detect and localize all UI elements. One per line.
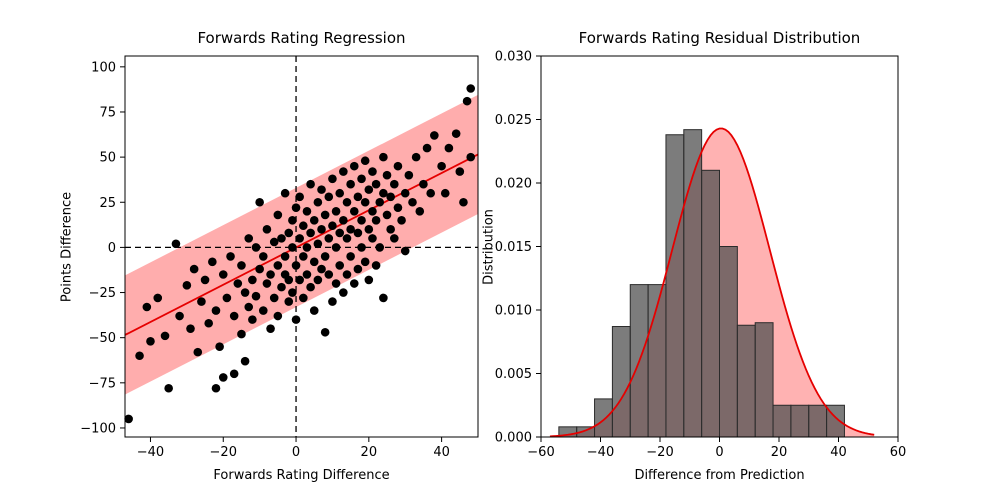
svg-text:−40: −40: [587, 445, 614, 460]
svg-text:60: 60: [890, 445, 907, 460]
svg-text:0.025: 0.025: [495, 113, 532, 128]
svg-text:0.015: 0.015: [495, 240, 532, 255]
svg-text:−60: −60: [527, 445, 554, 460]
regression-ylabel: Points Difference: [59, 191, 75, 302]
svg-text:−100: −100: [80, 421, 116, 436]
svg-text:20: 20: [771, 445, 788, 460]
svg-text:50: 50: [99, 151, 116, 166]
svg-text:−20: −20: [646, 445, 673, 460]
svg-text:0.010: 0.010: [495, 304, 532, 319]
svg-text:100: 100: [91, 60, 116, 75]
svg-text:0.005: 0.005: [495, 367, 532, 382]
histogram-title: Forwards Rating Residual Distribution: [578, 29, 861, 47]
svg-text:0.030: 0.030: [495, 50, 532, 65]
histogram-plot-canvas: −60 −40 −20 0 20 40 60 0.000 0.005 0.010 0.015 0.02…: [495, 50, 906, 461]
regression-xlabel: Forwards Rating Difference: [213, 468, 390, 483]
svg-text:40: 40: [830, 445, 847, 460]
svg-text:75: 75: [99, 105, 116, 120]
svg-text:−25: −25: [89, 286, 116, 301]
histogram-xlabel: Difference from Prediction: [634, 468, 805, 483]
svg-text:0.020: 0.020: [495, 177, 532, 192]
svg-text:40: 40: [433, 445, 450, 460]
regression-subplot: Forwards Rating Regression Points Differ…: [60, 29, 479, 483]
regression-title: Forwards Rating Regression: [197, 29, 406, 47]
svg-text:20: 20: [361, 445, 378, 460]
svg-text:−20: −20: [210, 445, 237, 460]
regression-plot-canvas: −40 −20 0 20 40 −100 −75 −50 −25 0 25 50 75 100: [80, 55, 479, 460]
svg-text:25: 25: [99, 196, 116, 211]
residual-histogram-subplot: Forwards Rating Residual Distribution Di…: [482, 29, 907, 483]
svg-text:−40: −40: [137, 445, 164, 460]
svg-text:0: 0: [292, 445, 300, 460]
svg-text:0: 0: [108, 241, 116, 256]
svg-text:0.000: 0.000: [495, 431, 532, 446]
svg-text:−75: −75: [89, 376, 116, 391]
svg-text:0: 0: [715, 445, 723, 460]
svg-text:−50: −50: [89, 331, 116, 346]
